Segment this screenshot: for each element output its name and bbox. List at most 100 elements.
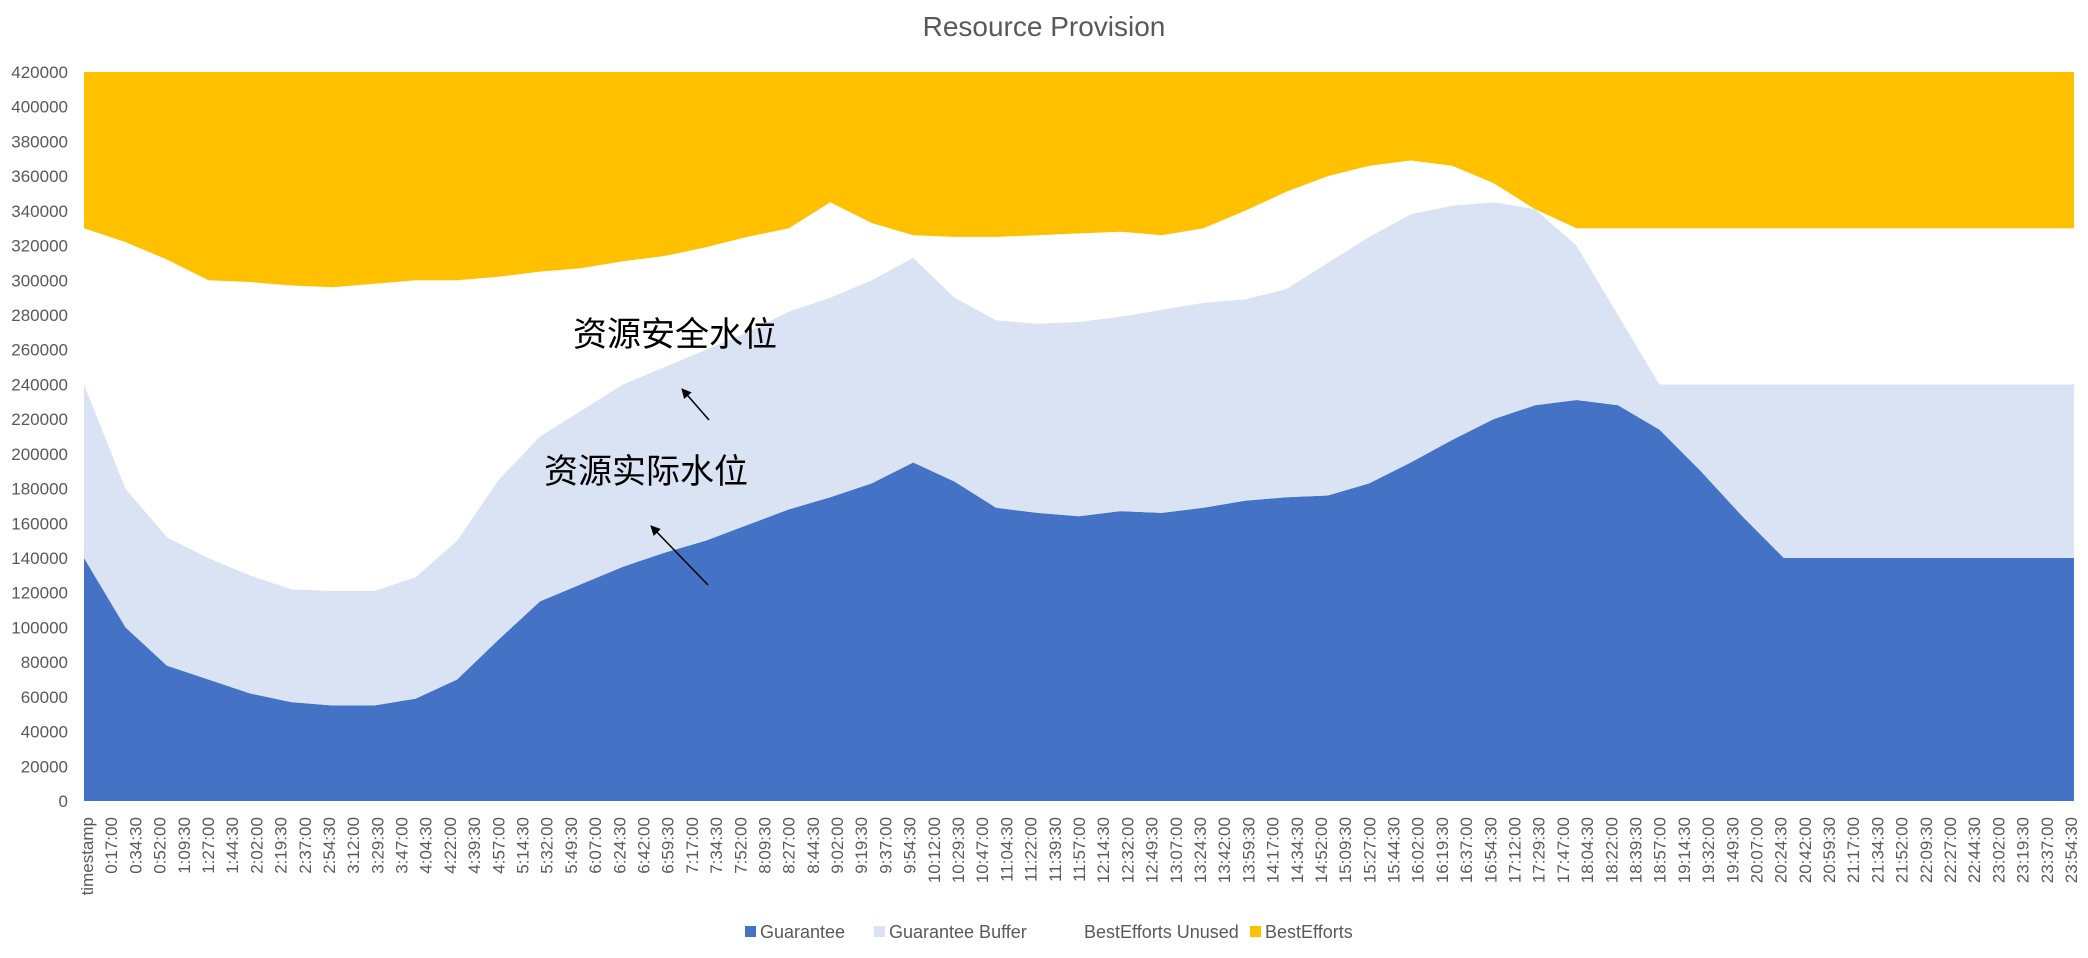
x-tick-label: 14:34:30 (1288, 817, 1307, 883)
y-tick-label: 220000 (11, 410, 68, 429)
x-tick-label: 12:49:30 (1143, 817, 1162, 883)
x-tick-label: 6:42:00 (635, 817, 654, 874)
legend-swatch (745, 926, 756, 937)
x-tick-label: 15:27:00 (1360, 817, 1379, 883)
x-tick-label: 8:27:00 (780, 817, 799, 874)
annotation-actual-level: 资源实际水位 (544, 452, 748, 492)
annotations: 资源安全水位 资源实际水位 (544, 315, 777, 586)
x-tick-label: 7:52:00 (731, 817, 750, 874)
x-tick-label: 16:02:00 (1409, 817, 1428, 883)
legend: Guarantee Guarantee Buffer BestEfforts Unu… (745, 922, 1353, 942)
x-tick-label: 22:09:30 (1917, 817, 1936, 883)
x-tick-label: 22:27:00 (1941, 817, 1960, 883)
y-tick-label: 140000 (11, 549, 68, 568)
x-tick-label: 16:54:30 (1481, 817, 1500, 883)
y-tick-label: 180000 (11, 480, 68, 499)
y-tick-label: 400000 (11, 98, 68, 117)
x-tick-label: 16:37:00 (1457, 817, 1476, 883)
x-tick-label: 9:37:00 (876, 817, 895, 874)
x-tick-label: 22:44:30 (1965, 817, 1984, 883)
x-tick-label: 16:19:30 (1433, 817, 1452, 883)
x-tick-label: 0:17:00 (102, 817, 121, 874)
x-tick-label: 18:04:30 (1578, 817, 1597, 883)
x-tick-label: 9:54:30 (901, 817, 920, 874)
x-tick-label: 11:39:30 (1046, 817, 1065, 882)
besteffort-area (84, 72, 2074, 288)
x-tick-label: 8:44:30 (804, 817, 823, 874)
y-tick-label: 20000 (21, 757, 68, 776)
x-tick-label: 19:49:30 (1723, 817, 1742, 883)
x-tick-label: 10:29:30 (949, 817, 968, 883)
x-tick-label: 1:44:30 (223, 817, 242, 874)
x-tick-label: 12:32:00 (1118, 817, 1137, 883)
x-tick-label: 9:19:30 (852, 817, 871, 874)
x-tick-label: 18:22:00 (1602, 817, 1621, 883)
x-tick-label: 1:09:30 (175, 817, 194, 874)
y-tick-label: 80000 (21, 653, 68, 672)
x-tick-label: 7:17:00 (683, 817, 702, 874)
annotation-safe-level: 资源安全水位 (573, 315, 777, 355)
y-tick-label: 380000 (11, 132, 68, 151)
x-tick-label: 18:57:00 (1651, 817, 1670, 883)
guarantee-area (84, 400, 2074, 801)
x-tick-label: 15:44:30 (1385, 817, 1404, 883)
x-axis: timestamp 0:17:00 0:34:30 0:52:00 1:09:30 1:2… (78, 817, 2081, 895)
guarantee-buffer-area (84, 202, 2074, 706)
x-tick-label: 20:07:00 (1748, 817, 1767, 883)
x-tick-label: 5:14:30 (514, 817, 533, 874)
x-tick-label: 0:52:00 (151, 817, 170, 874)
annotation-safe-level-arrow (681, 388, 710, 421)
x-tick-label: 20:42:00 (1796, 817, 1815, 883)
x-tick-label: 9:02:00 (828, 817, 847, 874)
y-tick-label: 300000 (11, 271, 68, 290)
legend-swatch (874, 926, 885, 937)
annotation-actual-level-arrow (650, 525, 709, 586)
chart-title: Resource Provision (923, 11, 1166, 42)
x-tick-label: 19:32:00 (1699, 817, 1718, 883)
legend-label: Guarantee Buffer (889, 922, 1027, 942)
x-tick-label: 7:34:30 (707, 817, 726, 874)
x-tick-label: 4:39:30 (465, 817, 484, 874)
x-tick-label: 20:59:30 (1820, 817, 1839, 883)
x-tick-label: 2:02:00 (247, 817, 266, 874)
x-tick-label: 23:37:00 (2038, 817, 2057, 883)
y-tick-label: 240000 (11, 375, 68, 394)
x-tick-label: 17:47:00 (1554, 817, 1573, 883)
x-tick-label: 4:57:00 (489, 817, 508, 874)
legend-label: Guarantee (760, 922, 845, 942)
y-tick-label: 340000 (11, 202, 68, 221)
x-tick-label: 23:02:00 (1989, 817, 2008, 883)
x-tick-label: 6:24:30 (610, 817, 629, 874)
x-tick-label: 21:34:30 (1868, 817, 1887, 883)
x-tick-label: 5:49:30 (562, 817, 581, 874)
x-tick-label: 19:14:30 (1675, 817, 1694, 883)
y-tick-label: 420000 (11, 63, 68, 82)
y-axis: 0 20000 40000 60000 80000 100000 120000 140000 1… (11, 63, 68, 811)
x-tick-label: 11:22:00 (1022, 817, 1041, 882)
y-tick-label: 0 (59, 792, 68, 811)
x-tick-label: 13:07:00 (1167, 817, 1186, 883)
x-tick-label: 17:12:00 (1506, 817, 1525, 883)
x-tick-label: 15:09:30 (1336, 817, 1355, 883)
x-tick-label: 6:59:30 (659, 817, 678, 874)
x-tick-label: 3:47:00 (393, 817, 412, 874)
y-tick-label: 200000 (11, 445, 68, 464)
x-tick-label: 11:57:00 (1070, 817, 1089, 882)
x-tick-label: 10:47:00 (973, 817, 992, 883)
plot-areas (84, 72, 2074, 801)
x-tick-label: 5:32:00 (538, 817, 557, 874)
x-tick-label: 21:17:00 (1844, 817, 1863, 883)
x-tick-label: 2:37:00 (296, 817, 315, 874)
x-tick-label: 3:29:30 (368, 817, 387, 874)
x-tick-label: 2:19:30 (272, 817, 291, 874)
x-tick-label: 13:42:00 (1215, 817, 1234, 883)
x-tick-label: 4:04:30 (417, 817, 436, 874)
y-tick-label: 320000 (11, 237, 68, 256)
legend-label: BestEfforts (1265, 922, 1353, 942)
x-tick-label: 6:07:00 (586, 817, 605, 874)
y-tick-label: 160000 (11, 514, 68, 533)
x-tick-label: 23:54:30 (2062, 817, 2081, 883)
legend-label: BestEfforts Unused (1084, 922, 1239, 942)
y-tick-label: 120000 (11, 584, 68, 603)
